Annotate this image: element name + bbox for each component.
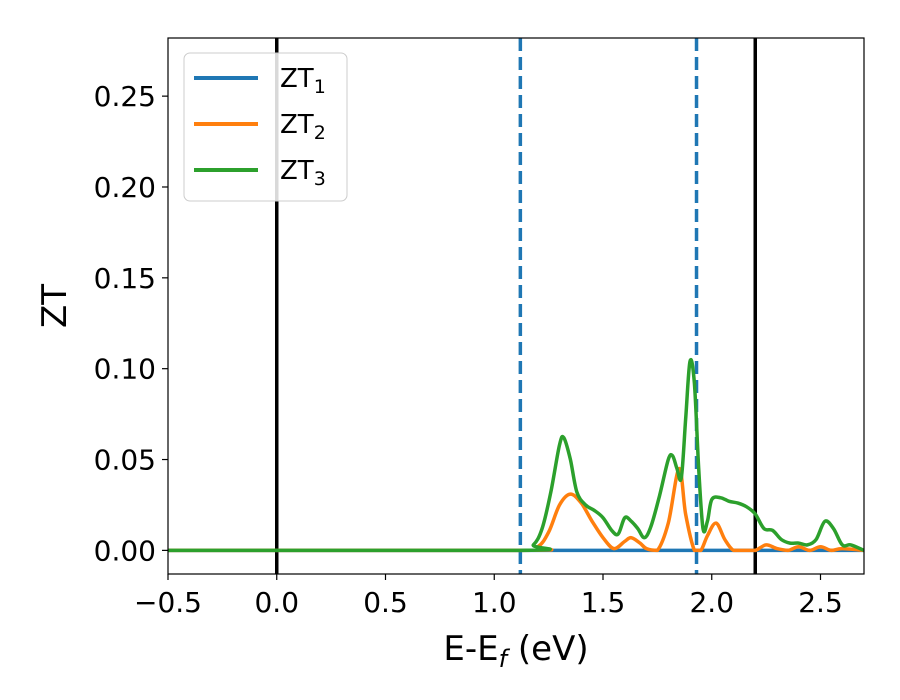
x-tick-label: 2.0 — [689, 586, 734, 619]
x-tick-label: 2.5 — [798, 586, 843, 619]
legend-box — [183, 52, 348, 202]
y-tick-label: 0.05 — [94, 444, 156, 477]
x-tick-label: 0.0 — [254, 586, 299, 619]
x-axis-label: E-Ef (eV) — [443, 629, 588, 673]
plot-frame — [167, 37, 865, 575]
y-axis-label: ZT — [35, 284, 75, 328]
series-layer — [168, 358, 864, 553]
x-tick-label: −0.5 — [134, 586, 202, 619]
legend: ZT1 ZT2 ZT3 — [183, 52, 348, 202]
x-tick-label: 1.0 — [472, 586, 517, 619]
legend-label-zt3: ZT3 — [280, 156, 326, 190]
y-axis: 0.00 0.05 0.10 0.15 0.20 0.25 — [94, 80, 168, 567]
y-tick-label: 0.15 — [94, 262, 156, 295]
y-tick-label: 0.25 — [94, 80, 156, 113]
y-tick-label: 0.20 — [94, 171, 156, 204]
series-line-zt2 — [168, 466, 864, 553]
y-tick-label: 0.10 — [94, 353, 156, 386]
legend-label-zt2: ZT2 — [280, 110, 326, 144]
x-tick-label: 1.5 — [581, 586, 626, 619]
x-tick-label: 0.5 — [363, 586, 408, 619]
legend-label-zt1: ZT1 — [280, 64, 326, 98]
x-axis: −0.5 0.0 0.5 1.0 1.5 2.0 2.5 — [134, 574, 843, 619]
y-tick-label: 0.00 — [94, 534, 156, 567]
series-line-zt3 — [168, 358, 864, 553]
